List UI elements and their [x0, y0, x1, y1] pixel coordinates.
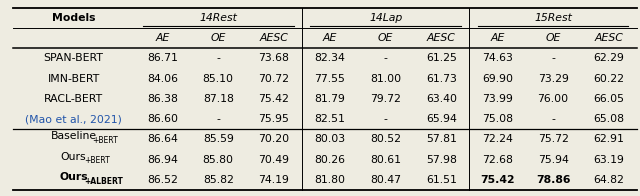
- Text: AE: AE: [323, 33, 337, 43]
- Text: 57.81: 57.81: [426, 134, 457, 144]
- Text: -: -: [384, 114, 388, 124]
- Text: Models: Models: [52, 13, 95, 23]
- Text: AESC: AESC: [427, 33, 456, 43]
- Text: 65.08: 65.08: [593, 114, 625, 124]
- Text: AE: AE: [155, 33, 170, 43]
- Text: 80.26: 80.26: [314, 155, 346, 165]
- Text: 75.95: 75.95: [259, 114, 289, 124]
- Text: 15Rest: 15Rest: [534, 13, 572, 23]
- Text: -: -: [551, 54, 555, 64]
- Text: 85.10: 85.10: [203, 74, 234, 84]
- Text: 70.20: 70.20: [259, 134, 289, 144]
- Text: AE: AE: [490, 33, 504, 43]
- Text: +ALBERT: +ALBERT: [84, 177, 124, 186]
- Text: Baseline: Baseline: [51, 132, 97, 142]
- Text: 63.19: 63.19: [593, 155, 625, 165]
- Text: 86.94: 86.94: [147, 155, 178, 165]
- Text: 74.63: 74.63: [482, 54, 513, 64]
- Text: 74.19: 74.19: [259, 175, 289, 185]
- Text: OE: OE: [545, 33, 561, 43]
- Text: 81.79: 81.79: [314, 94, 345, 104]
- Text: 82.34: 82.34: [314, 54, 345, 64]
- Text: 61.25: 61.25: [426, 54, 457, 64]
- Text: 85.80: 85.80: [203, 155, 234, 165]
- Text: 75.42: 75.42: [259, 94, 289, 104]
- Text: Ours: Ours: [61, 152, 86, 162]
- Text: 57.98: 57.98: [426, 155, 457, 165]
- Text: 14Rest: 14Rest: [199, 13, 237, 23]
- Text: 82.51: 82.51: [314, 114, 345, 124]
- Text: 80.03: 80.03: [314, 134, 346, 144]
- Text: 69.90: 69.90: [482, 74, 513, 84]
- Text: SPAN-BERT: SPAN-BERT: [44, 54, 104, 64]
- Text: Ours: Ours: [60, 172, 88, 182]
- Text: 85.82: 85.82: [203, 175, 234, 185]
- Text: 80.61: 80.61: [370, 155, 401, 165]
- Text: 81.00: 81.00: [370, 74, 401, 84]
- Text: (Mao et al., 2021): (Mao et al., 2021): [25, 114, 122, 124]
- Text: -: -: [216, 114, 220, 124]
- Text: 61.51: 61.51: [426, 175, 457, 185]
- Text: -: -: [551, 114, 555, 124]
- Text: -: -: [384, 54, 388, 64]
- Text: 75.42: 75.42: [480, 175, 515, 185]
- Text: 61.73: 61.73: [426, 74, 457, 84]
- Text: 84.06: 84.06: [147, 74, 178, 84]
- Text: OE: OE: [378, 33, 394, 43]
- Text: 81.80: 81.80: [314, 175, 346, 185]
- Text: OE: OE: [211, 33, 226, 43]
- Text: 80.47: 80.47: [370, 175, 401, 185]
- Text: 86.38: 86.38: [147, 94, 178, 104]
- Text: 86.71: 86.71: [147, 54, 178, 64]
- Text: 75.08: 75.08: [482, 114, 513, 124]
- Text: AESC: AESC: [260, 33, 289, 43]
- Text: 79.72: 79.72: [370, 94, 401, 104]
- Text: 66.05: 66.05: [593, 94, 625, 104]
- Text: 78.86: 78.86: [536, 175, 570, 185]
- Text: 60.22: 60.22: [593, 74, 625, 84]
- Text: 86.60: 86.60: [147, 114, 178, 124]
- Text: AESC: AESC: [595, 33, 623, 43]
- Text: 80.52: 80.52: [370, 134, 401, 144]
- Text: 62.91: 62.91: [593, 134, 625, 144]
- Text: -: -: [216, 54, 220, 64]
- Text: +BERT: +BERT: [84, 156, 110, 165]
- Text: 62.29: 62.29: [593, 54, 625, 64]
- Text: 75.72: 75.72: [538, 134, 568, 144]
- Text: 76.00: 76.00: [538, 94, 569, 104]
- Text: +BERT: +BERT: [92, 136, 118, 145]
- Text: 73.68: 73.68: [259, 54, 289, 64]
- Text: RACL-BERT: RACL-BERT: [44, 94, 103, 104]
- Text: 63.40: 63.40: [426, 94, 457, 104]
- Text: 75.94: 75.94: [538, 155, 568, 165]
- Text: 70.72: 70.72: [259, 74, 289, 84]
- Text: 64.82: 64.82: [593, 175, 625, 185]
- Text: 14Lap: 14Lap: [369, 13, 403, 23]
- Text: 77.55: 77.55: [314, 74, 345, 84]
- Text: 70.49: 70.49: [259, 155, 289, 165]
- Text: IMN-BERT: IMN-BERT: [47, 74, 100, 84]
- Text: 72.68: 72.68: [482, 155, 513, 165]
- Text: 86.52: 86.52: [147, 175, 178, 185]
- Text: 65.94: 65.94: [426, 114, 457, 124]
- Text: 87.18: 87.18: [203, 94, 234, 104]
- Text: 72.24: 72.24: [482, 134, 513, 144]
- Text: 73.99: 73.99: [482, 94, 513, 104]
- Text: 73.29: 73.29: [538, 74, 568, 84]
- Text: 86.64: 86.64: [147, 134, 178, 144]
- Text: 85.59: 85.59: [203, 134, 234, 144]
